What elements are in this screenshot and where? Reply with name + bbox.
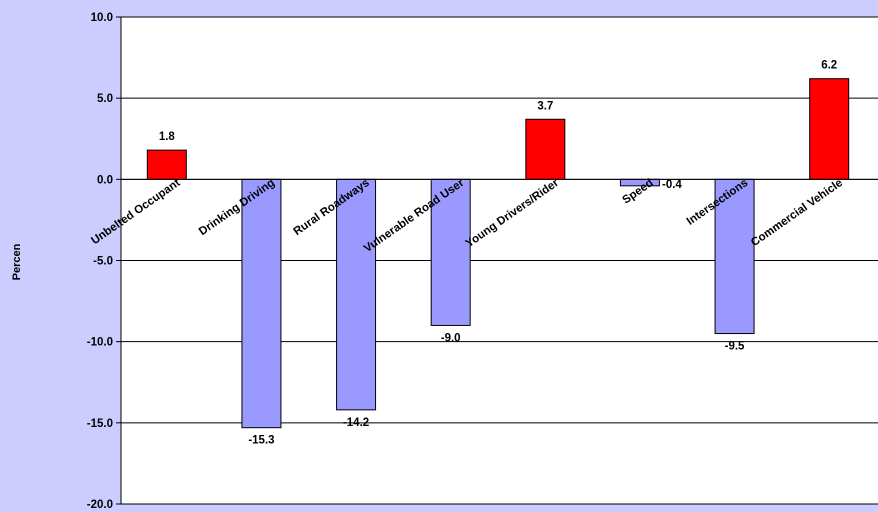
bar [430, 178, 471, 326]
bar [146, 149, 187, 180]
data-label: -15.3 [248, 435, 274, 447]
data-label: -14.2 [343, 417, 369, 429]
data-labels: 1.8 -15.3 -14.2 -9.0 3.7 -0.4 -9.5 6.2 [159, 60, 837, 447]
data-label: -9.5 [725, 341, 745, 353]
y-axis-ticks: 10.0 5.0 0.0 -5.0 -10.0 -15.0 -20.0 [87, 12, 121, 511]
bar [714, 178, 755, 335]
bar [336, 178, 377, 411]
y-tick-label: -5.0 [93, 256, 113, 268]
data-label: -9.0 [441, 332, 461, 344]
bar [525, 118, 566, 180]
data-label: 1.8 [159, 131, 176, 143]
y-axis-label: Percen [11, 243, 23, 280]
bars [146, 78, 850, 429]
y-tick-label: -10.0 [87, 337, 113, 349]
y-tick-label: 10.0 [91, 12, 113, 24]
y-tick-label: -20.0 [87, 499, 113, 511]
bar [241, 178, 282, 429]
y-tick-label: 5.0 [97, 93, 113, 105]
y-tick-label: -15.0 [87, 418, 113, 430]
data-label: 3.7 [537, 100, 553, 112]
bar [809, 78, 850, 180]
data-label: -0.4 [662, 179, 682, 191]
data-label: 6.2 [821, 60, 837, 72]
y-tick-label: 0.0 [97, 174, 113, 186]
